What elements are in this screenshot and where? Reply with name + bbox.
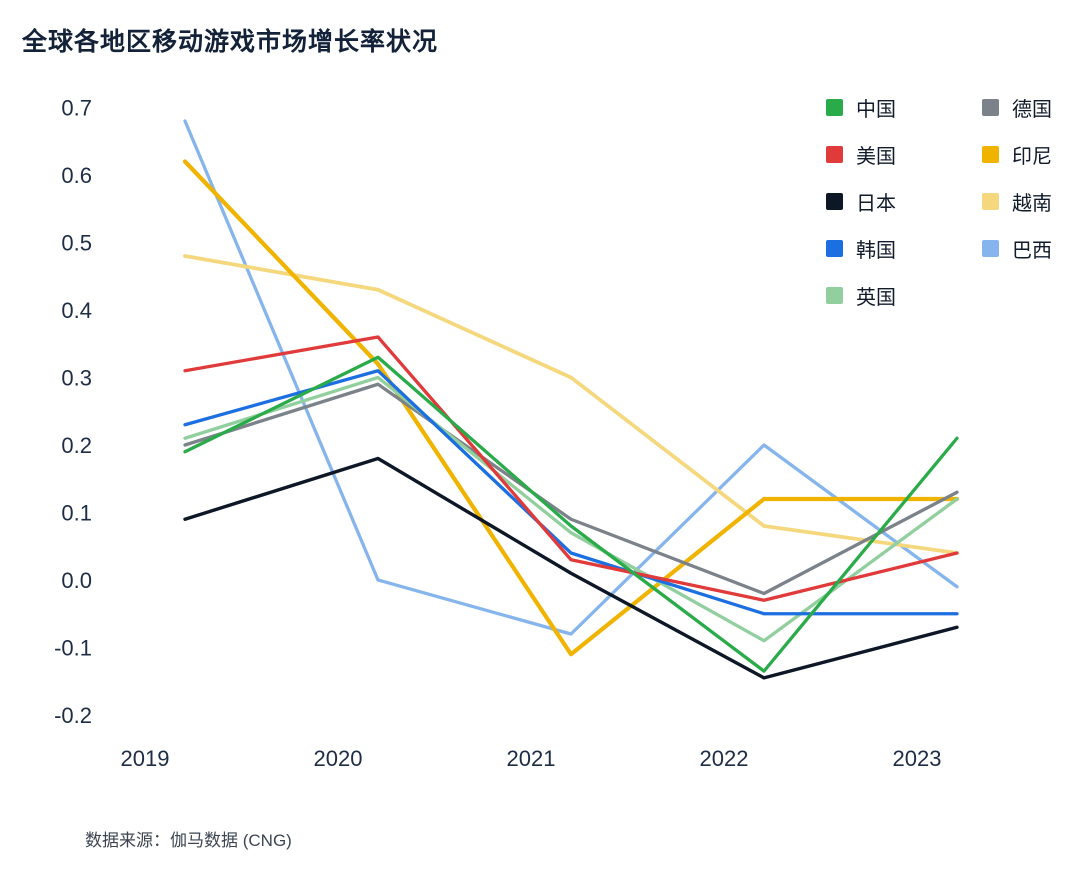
legend-swatch-uk [826, 287, 843, 304]
y-axis-tick-label: 0.3 [61, 366, 92, 391]
legend-item-uk: 英国 [826, 272, 982, 319]
legend-swatch-indonesia [982, 146, 999, 163]
legend-item-korea: 韩国 [826, 225, 982, 272]
legend-swatch-germany [982, 99, 999, 116]
y-axis-tick-label: 0.4 [61, 298, 92, 323]
x-axis-tick-label: 2019 [121, 746, 170, 771]
legend-item-vietnam: 越南 [982, 178, 1080, 225]
series-line-usa [183, 335, 959, 602]
x-axis-tick-label: 2020 [314, 746, 363, 771]
y-axis-tick-label: 0.0 [61, 568, 92, 593]
y-axis-tick-label: -0.1 [54, 636, 92, 661]
legend-label-china: 中国 [856, 99, 896, 121]
y-axis-tick-label: 0.7 [61, 96, 92, 121]
y-axis-tick-label: 0.2 [61, 433, 92, 458]
legend-item-usa: 美国 [826, 131, 982, 178]
y-axis-tick-label: 0.5 [61, 231, 92, 256]
legend-item-germany: 德国 [982, 84, 1080, 131]
series-line-japan [183, 456, 959, 680]
y-axis-tick-label: -0.2 [54, 703, 92, 728]
legend-item-japan: 日本 [826, 178, 982, 225]
legend-item-indonesia: 印尼 [982, 131, 1080, 178]
x-axis-tick-label: 2022 [700, 746, 749, 771]
series-line-brazil [183, 119, 959, 636]
chart-legend: 中国 美国 日本 韩国 英国 德国 印尼 越南 巴西 [826, 84, 1080, 319]
x-axis-tick-label: 2023 [893, 746, 942, 771]
series-line-china [183, 355, 959, 673]
legend-column: 德国 印尼 越南 巴西 [982, 84, 1080, 319]
legend-label-japan: 日本 [856, 193, 896, 215]
legend-swatch-china [826, 99, 843, 116]
x-axis-tick-label: 2021 [507, 746, 556, 771]
legend-label-germany: 德国 [1012, 99, 1052, 121]
legend-swatch-japan [826, 193, 843, 210]
legend-item-china: 中国 [826, 84, 982, 131]
legend-label-brazil: 巴西 [1012, 240, 1052, 262]
legend-label-usa: 美国 [856, 146, 896, 168]
legend-swatch-usa [826, 146, 843, 163]
series-line-germany [183, 382, 959, 596]
legend-label-korea: 韩国 [856, 240, 896, 262]
legend-label-indonesia: 印尼 [1012, 146, 1052, 168]
source-note: 数据来源：伽马数据 (CNG) [85, 831, 292, 850]
legend-swatch-korea [826, 240, 843, 257]
legend-label-uk: 英国 [856, 287, 896, 309]
legend-column: 中国美国日本韩国英国 [826, 84, 982, 319]
legend-item-brazil: 巴西 [982, 225, 1080, 272]
legend-swatch-brazil [982, 240, 999, 257]
series-line-indonesia [182, 159, 960, 657]
legend-swatch-vietnam [982, 193, 999, 210]
series-line-uk [183, 375, 959, 643]
series-line-vietnam [183, 254, 959, 555]
page-title: 全球各地区移动游戏市场增长率状况 [22, 28, 439, 56]
legend-label-vietnam: 越南 [1012, 193, 1052, 215]
y-axis-tick-label: 0.6 [61, 163, 92, 188]
y-axis-tick-label: 0.1 [61, 501, 92, 526]
